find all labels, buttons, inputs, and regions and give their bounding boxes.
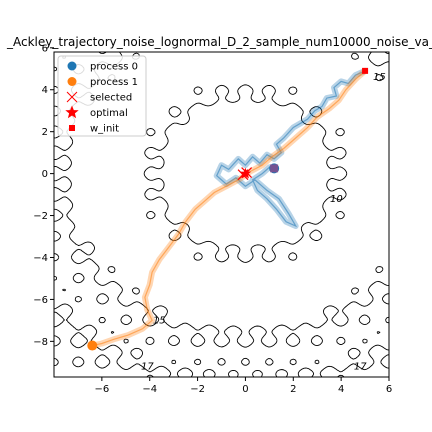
contour-labels: 15 10 15 17 17 [141, 72, 386, 372]
contour-label-4: 17 [354, 362, 367, 373]
x-tick-label: 0 [242, 384, 248, 395]
contour-label-0: 15 [373, 72, 386, 83]
x-tick-label: −6 [94, 384, 109, 395]
y-tick-label: −8 [33, 337, 48, 348]
trajectory-process-0-core [215, 70, 366, 228]
y-tick-label: −6 [33, 295, 48, 306]
legend-marker-4 [69, 125, 75, 131]
w-init-marker [362, 67, 369, 74]
plot-frame [53, 51, 390, 378]
legend-label-2: selected [90, 93, 132, 104]
plot-content: 15 10 15 17 17 [54, 52, 389, 377]
y-tick-label: 2 [42, 127, 48, 138]
y-axis: −8 −6 −4 −2 0 2 4 6 [33, 43, 54, 348]
x-tick-label: 6 [386, 384, 392, 395]
y-tick-label: 4 [42, 85, 48, 96]
legend-marker-3 [65, 105, 79, 119]
trajectory-process-1-core [92, 70, 366, 347]
x-tick-label: 2 [290, 384, 296, 395]
chart-title: _Ackley_trajectory_noise_lognormal_D_2_s… [6, 35, 432, 49]
contour-label-2: 15 [153, 315, 166, 326]
process-0-final-square [270, 164, 279, 173]
legend-marker-0 [67, 61, 77, 71]
contour-label-1: 10 [330, 194, 343, 205]
legend-label-3: optimal [90, 108, 128, 119]
contour-label-3: 17 [141, 362, 154, 373]
legend-label-4: w_init [90, 124, 119, 135]
contour-level-10 [143, 84, 348, 263]
trajectories [89, 67, 369, 349]
legend-marker-2 [66, 91, 78, 103]
markers [87, 67, 369, 351]
y-tick-label: −2 [33, 211, 48, 222]
process-1-final-marker [87, 340, 98, 351]
legend-box [57, 55, 147, 137]
y-tick-label: −4 [33, 253, 48, 264]
x-axis: −6 −4 −2 0 2 4 6 [94, 377, 392, 395]
legend: process 0 process 1 selected optimal w_init [57, 55, 147, 137]
x-tick-label: −4 [142, 384, 157, 395]
legend-label-0: process 0 [90, 62, 138, 73]
legend-marker-1 [67, 77, 77, 86]
x-tick-label: 4 [338, 384, 344, 395]
y-tick-label: 0 [42, 169, 48, 180]
optimal-marker [239, 167, 252, 179]
y-tick-label: 6 [42, 43, 48, 54]
legend-label-1: process 1 [90, 77, 138, 88]
x-tick-label: −2 [190, 384, 205, 395]
